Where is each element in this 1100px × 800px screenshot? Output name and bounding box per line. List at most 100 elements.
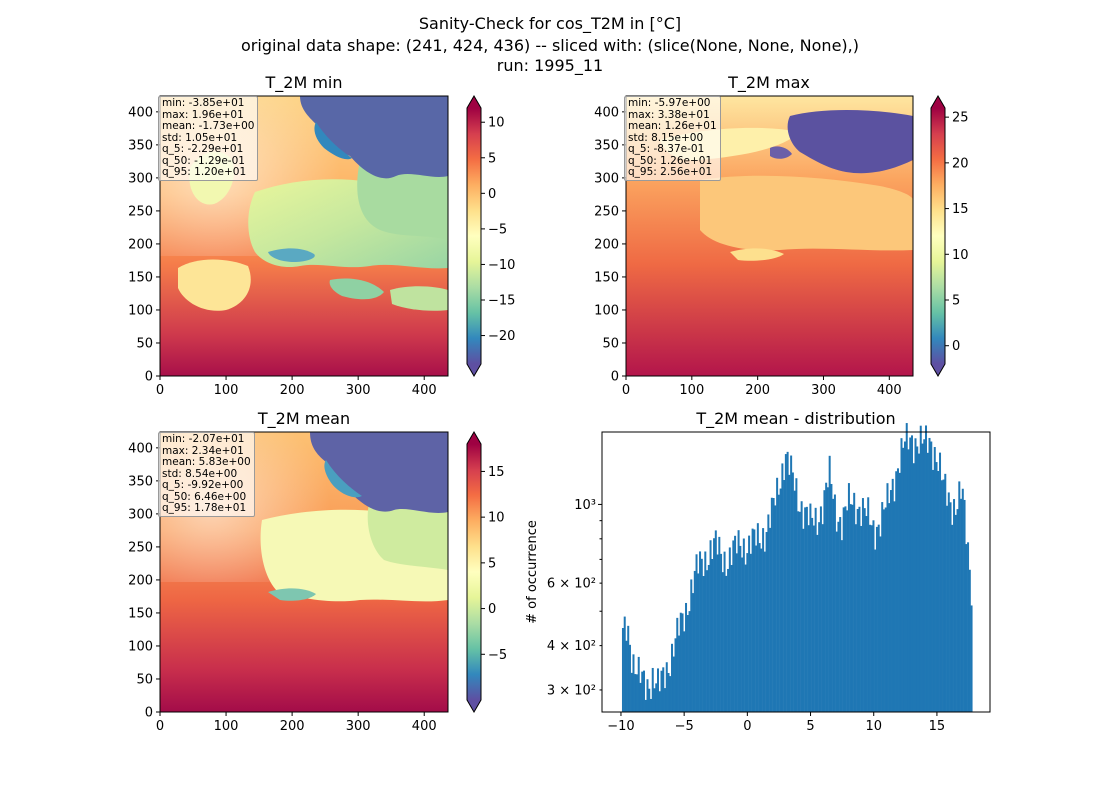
histogram-bar	[958, 481, 961, 712]
histogram-bar	[728, 547, 731, 712]
x-tick-label: −5	[675, 719, 694, 734]
panel-t2m-mean: T_2M mean 0 100 200 300 400 0501001502002503…	[128, 409, 507, 734]
histogram-bar	[797, 511, 800, 712]
histogram-bar	[642, 670, 645, 712]
histogram-bar	[839, 517, 842, 712]
x-tick-label: 200	[280, 383, 305, 398]
stat-q50: q_50: 1.26e+01	[628, 154, 713, 167]
x-axis: 0 100 200 300 400	[156, 376, 437, 398]
histogram-bar	[758, 543, 761, 712]
histogram-bar	[660, 670, 663, 712]
x-tick-label: 0	[156, 719, 164, 734]
histogram-bar	[730, 564, 733, 712]
histogram-bar	[791, 472, 794, 712]
stat-q5: q_5: -2.29e+01	[162, 143, 244, 155]
x-tick-label: 100	[679, 383, 704, 398]
x-tick-label: 200	[280, 719, 305, 734]
heatmap-scandinavia	[310, 432, 448, 513]
histogram-bar	[818, 522, 821, 712]
histogram-bar	[970, 605, 973, 712]
histogram-bar	[821, 524, 824, 712]
plot-frame	[601, 431, 991, 713]
heatmap-scandinavia	[787, 110, 913, 174]
colorbar-tick-label: −5	[488, 648, 507, 663]
histogram-bar	[888, 503, 891, 712]
histogram-bar	[953, 499, 956, 712]
y-tick-label: 150	[128, 606, 153, 621]
stat-max: max: 2.34e+01	[162, 444, 244, 457]
heatmap-alps	[268, 248, 315, 262]
y-tick-label: 100	[128, 639, 153, 654]
histogram-bar	[786, 451, 789, 712]
panel-title: T_2M min	[264, 73, 342, 93]
stat-q50: q_50: 6.46e+00	[162, 490, 247, 503]
histogram-bar	[644, 699, 647, 712]
y-tick-label: 250	[128, 540, 153, 555]
histogram-bar	[713, 538, 716, 712]
histogram-bar	[830, 483, 833, 712]
histogram-bar	[860, 525, 863, 712]
histogram-bar	[790, 455, 793, 712]
stat-q95: q_95: 1.20e+01	[162, 166, 247, 178]
histogram-bar	[735, 553, 738, 712]
histogram-bar	[693, 570, 696, 712]
figure-title-line-2: original data shape: (241, 424, 436) -- …	[241, 36, 859, 55]
stat-std: std: 8.15e+00	[628, 131, 704, 144]
y-tick-label: 150	[128, 270, 153, 285]
histogram-bar	[949, 502, 952, 712]
y-tick-label: 50	[136, 672, 153, 687]
x-axis: −10 −5 0 5 10 15	[607, 712, 945, 734]
histogram-bar	[804, 507, 807, 712]
histogram-bar	[653, 688, 656, 712]
histogram-bar	[784, 454, 787, 712]
histogram-bar	[865, 516, 868, 712]
histogram-bar	[781, 463, 784, 712]
histogram-bar	[932, 469, 935, 712]
plot-frame	[625, 95, 914, 377]
histogram-bar	[946, 505, 949, 712]
y-major-tick-label: 10³	[574, 498, 596, 513]
histogram-bars	[621, 423, 973, 712]
histogram-bar	[825, 482, 828, 712]
histogram-bar	[681, 613, 684, 712]
histogram-bar	[854, 524, 857, 712]
histogram-bar	[646, 679, 649, 712]
heatmap-alps	[268, 588, 316, 601]
histogram-bar	[755, 545, 758, 712]
histogram-bar	[721, 572, 724, 712]
histogram-bar	[630, 672, 633, 712]
histogram-bar	[683, 631, 686, 712]
histogram-bar	[802, 528, 805, 712]
histogram-bar	[947, 492, 950, 712]
x-tick-label: 400	[412, 383, 437, 398]
colorbar-tick-label: −20	[488, 329, 515, 344]
histogram-bar	[942, 479, 945, 712]
x-tick-label: 10	[865, 719, 882, 734]
histogram-bar	[765, 532, 768, 712]
histogram-bar	[737, 530, 740, 712]
histogram-bar	[662, 667, 665, 712]
colorbar-gradient	[931, 108, 945, 364]
y-axis-label: # of occurrence	[525, 520, 540, 624]
x-tick-label: 0	[156, 383, 164, 398]
histogram-bar	[723, 551, 726, 712]
histogram-bar	[655, 683, 658, 712]
histogram-bar	[628, 644, 631, 712]
histogram-bar	[805, 506, 808, 712]
y-tick-label: 0	[611, 370, 619, 385]
colorbar-extend-min	[931, 364, 945, 376]
histogram-bar	[711, 559, 714, 712]
y-minor-tick-label: 4 × 10²	[547, 639, 596, 654]
histogram-bar	[690, 579, 693, 712]
y-tick-label: 50	[602, 336, 619, 351]
histogram-bar	[762, 528, 765, 712]
colorbar-gradient	[467, 108, 481, 364]
histogram-bar	[685, 602, 688, 712]
histogram-bar	[910, 435, 913, 712]
y-tick-label: 300	[128, 171, 153, 186]
histogram-bar	[835, 531, 838, 712]
histogram-bar	[937, 470, 940, 712]
colorbar-ticks: 25 20 15 10 5 0	[945, 111, 969, 354]
y-tick-label: 250	[128, 204, 153, 219]
histogram-bar	[751, 528, 754, 712]
